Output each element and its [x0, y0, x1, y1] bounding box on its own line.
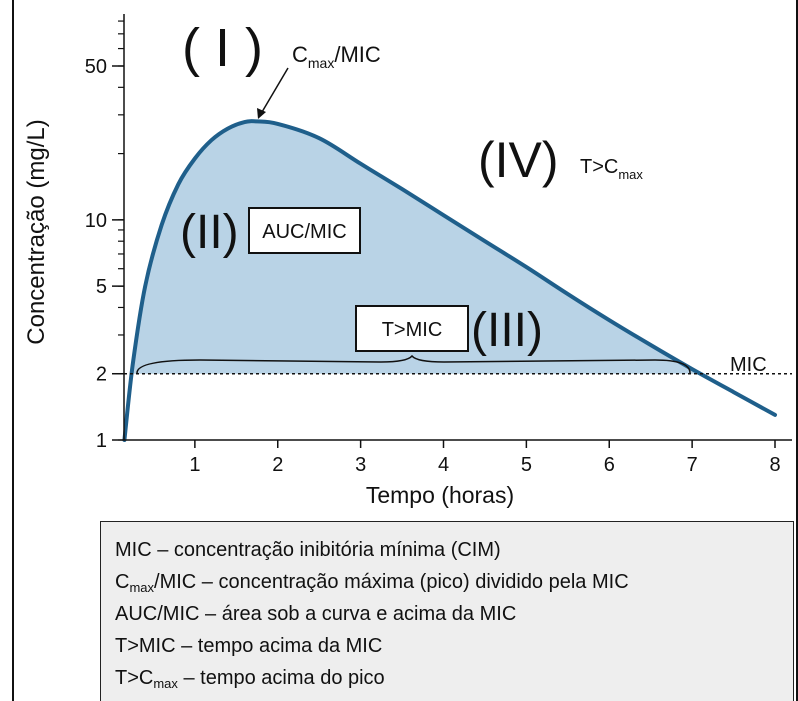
x-tick-label: 3 [355, 454, 366, 476]
auc-area [131, 121, 701, 374]
t-cmax-label: T>Cmax [580, 156, 643, 182]
region-4-label: (IV) [478, 132, 559, 188]
cmax-arrow-head [257, 108, 266, 119]
x-axis-label: Tempo (horas) [366, 482, 514, 508]
concentration-curve [122, 119, 777, 442]
t-mic-brace [136, 354, 691, 374]
y-tick-label: 2 [96, 364, 107, 386]
legend-item-auc-mic: AUC/MIC – área sob a curva e acima da MI… [115, 603, 517, 625]
x-tick-label: 5 [521, 454, 532, 476]
pk-pd-chart: 1 2 5 10 50 1 2 3 4 5 6 7 8 Tempo (horas) Concentraç… [23, 14, 792, 508]
region-2-label: (II) [180, 206, 239, 259]
legend-box: MIC – concentração inibitória mínima (CI… [100, 521, 794, 701]
y-tick-label: 1 [96, 430, 107, 452]
x-tick-label: 7 [687, 454, 698, 476]
y-axis-label: Concentração (mg/L) [23, 119, 50, 344]
area-layer [131, 121, 701, 374]
auc-mic-box [248, 207, 361, 254]
x-tick-label: 4 [438, 454, 449, 476]
cmax-mic-label: Cmax/MIC [292, 42, 381, 71]
x-tick-label: 6 [604, 454, 615, 476]
legend-item-mic: MIC – concentração inibitória mínima (CI… [115, 539, 501, 561]
legend-item-t-mic: T>MIC – tempo acima da MIC [115, 635, 383, 657]
axes-layer: 1 2 5 10 50 1 2 3 4 5 6 7 8 [85, 14, 792, 476]
legend-item-t-cmax: T>Cmax – tempo acima do pico [115, 667, 385, 691]
cmax-arrow [261, 67, 289, 113]
figure-frame [12, 0, 798, 701]
legend-item-cmax-mic: Cmax/MIC – concentração máxima (pico) di… [115, 571, 629, 595]
mic-label: MIC [730, 354, 767, 376]
curve-layer [122, 119, 777, 442]
y-tick-label: 5 [96, 276, 107, 298]
region-1-label: ( I ) [182, 18, 263, 78]
x-tick-label: 1 [189, 454, 200, 476]
x-tick-label: 8 [769, 454, 780, 476]
x-tick-label: 2 [272, 454, 283, 476]
auc-mic-label: AUC/MIC [262, 221, 346, 243]
y-tick-label: 10 [85, 210, 107, 232]
y-tick-label: 50 [85, 56, 107, 78]
t-mic-label: T>MIC [382, 319, 443, 341]
region-3-label: (III) [471, 304, 543, 357]
t-mic-box [355, 305, 469, 352]
